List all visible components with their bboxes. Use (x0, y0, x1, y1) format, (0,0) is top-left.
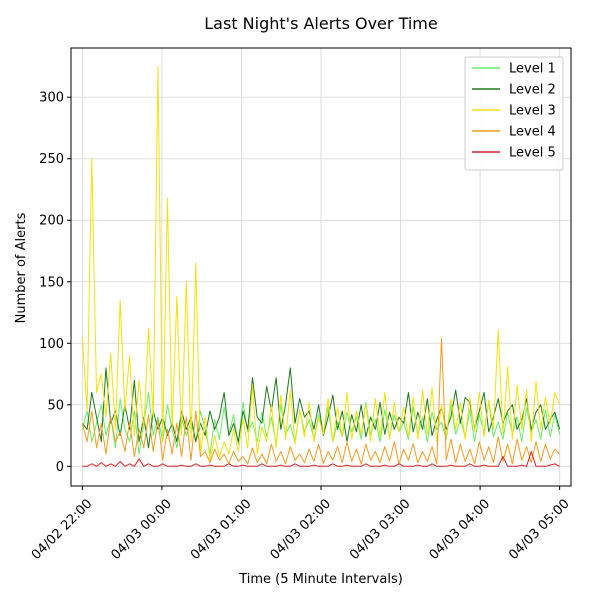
series-line-level-2 (81, 367, 561, 449)
legend-label-level-5: Level 5 (509, 146, 556, 161)
series-line-level-4 (81, 337, 561, 465)
x-tick-label: 04/03 01:00 (188, 496, 255, 563)
series-lines (81, 65, 561, 467)
grid-lines (71, 48, 571, 486)
series-line-level-3 (81, 65, 561, 461)
x-tick-label: 04/03 00:00 (108, 496, 175, 563)
y-tick-label: 300 (39, 91, 64, 106)
x-tick-label: 04/03 02:00 (268, 496, 335, 563)
y-tick-label: 0 (56, 460, 64, 475)
x-tick-label: 04/02 22:00 (29, 496, 96, 563)
x-tick-label: 04/03 03:00 (347, 496, 414, 563)
legend-label-level-1: Level 1 (509, 62, 556, 77)
x-tick-label: 04/03 05:00 (506, 496, 573, 563)
legend-label-level-2: Level 2 (509, 83, 556, 98)
y-axis-ticks: 0 50 100 150 200 250 300 (39, 91, 71, 475)
series-line-level-5 (82, 451, 560, 467)
legend-box (464, 56, 564, 171)
y-tick-label: 200 (39, 214, 64, 229)
x-tick-label: 04/03 04:00 (427, 496, 494, 563)
y-tick-label: 150 (39, 275, 64, 290)
y-axis-label: Number of Alerts (14, 212, 29, 323)
x-axis-ticks: 04/02 22:00 04/03 00:00 04/03 01:00 04/03 0… (29, 486, 573, 563)
legend-label-level-3: Level 3 (509, 104, 556, 119)
y-tick-label: 250 (39, 152, 64, 167)
x-axis-label: Time (5 Minute Intervals) (238, 572, 403, 587)
legend-label-level-4: Level 4 (509, 125, 556, 140)
chart-title: Last Night's Alerts Over Time (204, 14, 437, 33)
y-tick-label: 100 (39, 337, 64, 352)
legend: Level 1 Level 2 Level 3 Level 4 Level 5 (464, 56, 564, 171)
y-tick-label: 50 (47, 398, 64, 413)
